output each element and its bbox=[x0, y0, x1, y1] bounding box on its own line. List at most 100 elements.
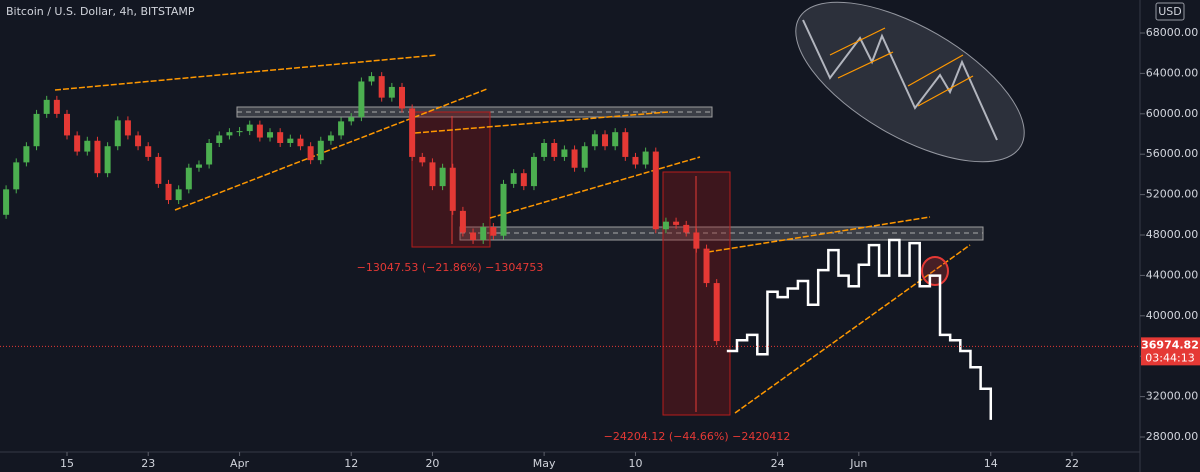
candle-body bbox=[368, 76, 375, 82]
candle-body bbox=[33, 113, 40, 147]
candle-body bbox=[43, 99, 50, 114]
inset-pattern bbox=[802, 19, 998, 141]
candle-body bbox=[683, 224, 690, 233]
highlight-circle bbox=[921, 256, 949, 286]
x-tick-label: 23 bbox=[141, 457, 155, 470]
y-tick-label: 48000.00 bbox=[1146, 228, 1199, 241]
candle-body bbox=[226, 132, 233, 136]
candle-body bbox=[84, 140, 91, 152]
candle-body bbox=[378, 76, 385, 98]
candle-body bbox=[297, 138, 304, 147]
trendline bbox=[734, 244, 971, 414]
candle-body bbox=[104, 146, 111, 174]
candle-body bbox=[63, 113, 70, 136]
inset-channel bbox=[829, 27, 974, 107]
candle-body bbox=[145, 146, 152, 157]
chart-title: Bitcoin / U.S. Dollar, 4h, BITSTAMP bbox=[6, 5, 195, 18]
candle-body bbox=[652, 151, 659, 230]
candle-body bbox=[632, 156, 639, 165]
candle-body bbox=[358, 81, 365, 118]
trendline bbox=[489, 156, 701, 219]
candle-body bbox=[602, 134, 609, 147]
x-tick-label: 10 bbox=[628, 457, 642, 470]
x-tick-label: Jun bbox=[849, 457, 867, 470]
price-line bbox=[726, 238, 993, 420]
candle-body bbox=[541, 142, 548, 157]
candle-body bbox=[530, 156, 537, 187]
candle-body bbox=[419, 156, 426, 163]
candle-body bbox=[520, 173, 527, 187]
candle-body bbox=[155, 156, 162, 184]
candle-body bbox=[277, 132, 284, 143]
candle-body bbox=[642, 151, 649, 165]
x-tick-label: 14 bbox=[984, 457, 998, 470]
candle-body bbox=[13, 162, 20, 190]
y-tick-label: 44000.00 bbox=[1146, 268, 1199, 281]
candle-body bbox=[74, 135, 81, 152]
y-tick-label: 40000.00 bbox=[1146, 309, 1199, 322]
candle-body bbox=[256, 124, 263, 138]
candle-body bbox=[490, 227, 497, 236]
candle-body bbox=[398, 86, 405, 109]
candle-body bbox=[571, 149, 578, 168]
x-tick-label: 22 bbox=[1065, 457, 1079, 470]
x-tick-label: 20 bbox=[425, 457, 439, 470]
x-tick-label: 15 bbox=[60, 457, 74, 470]
candle-body bbox=[591, 134, 598, 147]
currency-button[interactable] bbox=[1155, 2, 1185, 21]
candle-body bbox=[459, 210, 466, 233]
x-tick-label: Apr bbox=[230, 457, 250, 470]
candle-body bbox=[338, 121, 345, 136]
x-tick-label: 12 bbox=[344, 457, 358, 470]
candle-body bbox=[114, 120, 121, 147]
y-tick-label: 64000.00 bbox=[1146, 66, 1199, 79]
candle-body bbox=[693, 232, 700, 249]
candle-body bbox=[480, 227, 487, 240]
candle-body bbox=[551, 142, 558, 157]
candle-body bbox=[348, 117, 355, 122]
candle-body bbox=[175, 189, 182, 201]
plot bbox=[3, 72, 993, 420]
candle-body bbox=[3, 189, 10, 215]
candle-body bbox=[622, 132, 629, 157]
trendlines bbox=[54, 54, 971, 414]
candle-body bbox=[246, 124, 253, 132]
candle-body bbox=[94, 140, 101, 174]
x-tick-label: May bbox=[533, 457, 556, 470]
candle-body bbox=[195, 164, 202, 168]
measure-label: −13047.53 (−21.86%) −1304753 bbox=[357, 261, 544, 274]
candle-body bbox=[470, 232, 477, 240]
candle-body bbox=[388, 86, 395, 98]
y-tick-label: 56000.00 bbox=[1146, 147, 1199, 160]
candle-body bbox=[510, 173, 517, 184]
candle-body bbox=[581, 146, 588, 168]
x-tick-label: 24 bbox=[771, 457, 785, 470]
candle-body bbox=[165, 183, 172, 201]
candle-body bbox=[703, 248, 710, 284]
candle-body bbox=[267, 132, 274, 138]
currency-label[interactable]: USD bbox=[1158, 5, 1182, 18]
candle-body bbox=[409, 108, 416, 157]
candle-body bbox=[23, 146, 30, 163]
candle-body bbox=[500, 183, 507, 236]
candle-body bbox=[713, 283, 720, 342]
y-tick-label: 52000.00 bbox=[1146, 188, 1199, 201]
y-tick-label: 68000.00 bbox=[1146, 26, 1199, 39]
candle-body bbox=[53, 99, 60, 114]
y-tick-label: 32000.00 bbox=[1146, 390, 1199, 403]
candle-body bbox=[236, 131, 243, 133]
candle-body bbox=[612, 132, 619, 147]
candle-body bbox=[216, 135, 223, 143]
candle-body bbox=[327, 135, 334, 141]
y-tick-label: 60000.00 bbox=[1146, 107, 1199, 120]
measure-label: −24204.12 (−44.66%) −2420412 bbox=[604, 430, 791, 443]
last-price-label: 36974.82 bbox=[1141, 338, 1199, 351]
y-tick-label: 28000.00 bbox=[1146, 430, 1199, 443]
candle-body bbox=[317, 140, 324, 161]
candle-body bbox=[673, 221, 680, 225]
candle-body bbox=[429, 162, 436, 187]
candle-body bbox=[206, 142, 213, 165]
candle-body bbox=[662, 221, 669, 230]
